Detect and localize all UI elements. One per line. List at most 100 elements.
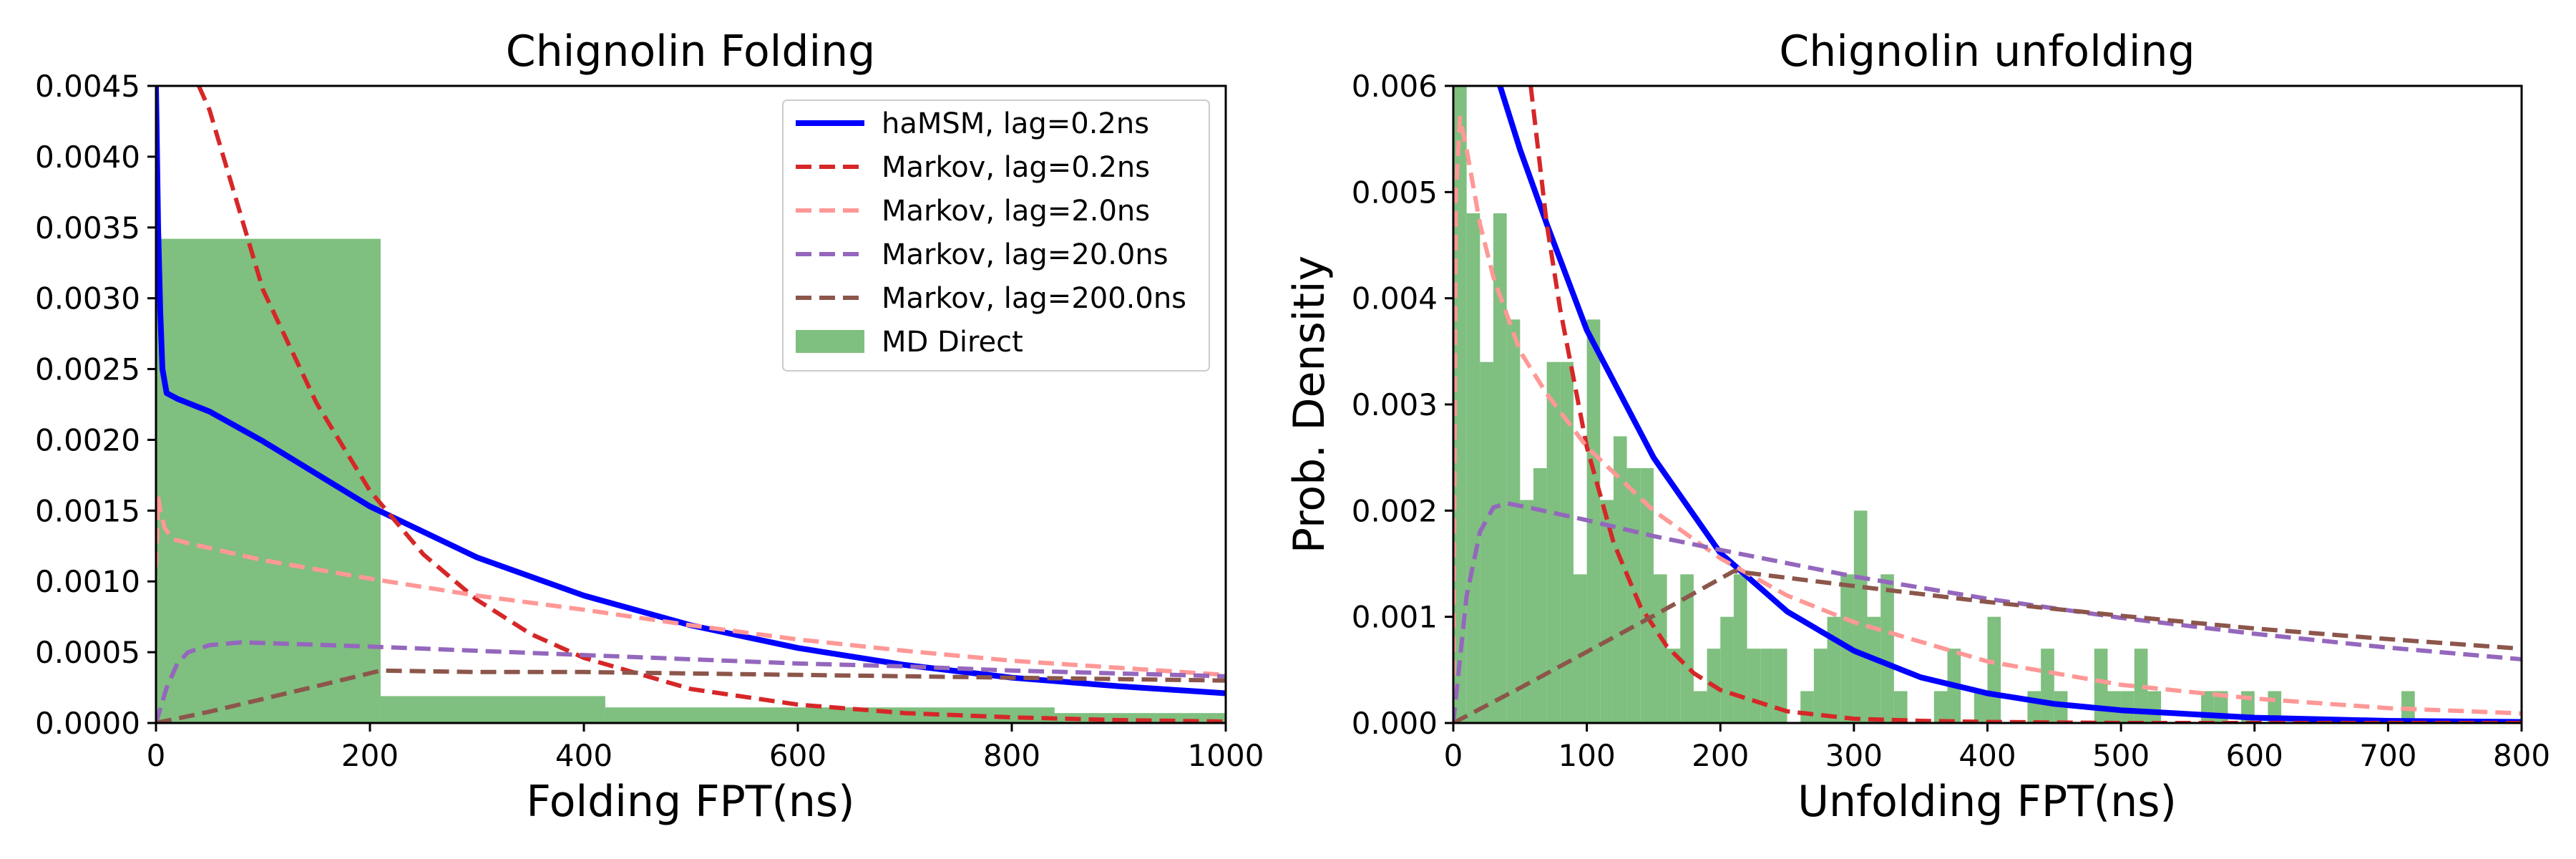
folding-title: Chignolin Folding — [506, 26, 875, 77]
histogram-bar — [1693, 691, 1707, 723]
y-tick-label: 0.0025 — [35, 352, 140, 387]
histogram-bar — [1466, 213, 1480, 723]
histogram-bar — [1800, 691, 1814, 723]
histogram-bar — [605, 707, 1055, 723]
folding-histogram — [156, 238, 1226, 723]
histogram-bar — [1667, 649, 1681, 723]
x-tick-label: 600 — [769, 738, 826, 773]
histogram-bar — [1546, 361, 1561, 723]
folding-x-ticks: 0 200 400 600 800 1000 — [147, 723, 1264, 773]
folding-y-ticks: 0.0000 0.0005 0.0010 0.0015 0.0020 0.0025 0.00… — [35, 69, 156, 741]
unfolding-histogram — [1453, 86, 2415, 723]
histogram-bar — [1880, 574, 1894, 723]
histogram-bar — [1813, 649, 1828, 723]
histogram-bar — [1867, 616, 1881, 723]
x-tick-label: 0 — [1444, 738, 1463, 773]
unfolding-x-axis-label: Unfolding FPT(ns) — [1797, 777, 2177, 827]
histogram-bar — [2121, 691, 2135, 723]
histogram-bar — [156, 238, 381, 723]
histogram-bar — [1720, 616, 1734, 723]
y-tick-label: 0.002 — [1352, 493, 1438, 528]
series-line-markov-lag-2-0ns — [156, 494, 1226, 677]
unfolding-y-ticks: 0.000 0.001 0.002 0.003 0.004 0.005 0.006 — [1352, 69, 1453, 741]
histogram-bar — [1640, 468, 1654, 723]
legend-label: Markov, lag=20.0ns — [882, 238, 1169, 271]
x-tick-label: 200 — [1692, 738, 1749, 773]
y-tick-label: 0.006 — [1352, 69, 1438, 104]
unfolding-y-axis-label: Prob. Densitiy — [1284, 256, 1335, 553]
histogram-bar — [1987, 616, 2001, 723]
series-line-hamsm-lag-0-2ns — [1497, 86, 2522, 723]
legend-label: MD Direct — [882, 326, 1023, 359]
x-tick-label: 0 — [147, 738, 166, 773]
folding-series-lines — [156, 86, 1226, 723]
y-tick-label: 0.004 — [1352, 281, 1438, 316]
histogram-bar — [2027, 691, 2041, 723]
x-tick-label: 600 — [2226, 738, 2283, 773]
histogram-bar — [2041, 649, 2054, 723]
histogram-bar — [1506, 319, 1521, 723]
unfolding-title: Chignolin unfolding — [1779, 26, 2195, 77]
legend-label: Markov, lag=2.0ns — [882, 195, 1150, 228]
unfolding-series-lines — [1453, 86, 2522, 723]
x-tick-label: 100 — [1558, 738, 1616, 773]
histogram-bar — [1933, 691, 1948, 723]
folding-panel: Chignolin Folding 0 200 400 600 800 1000 0.00… — [35, 26, 1264, 827]
histogram-bar — [2147, 691, 2162, 723]
histogram-bar — [1747, 649, 1761, 723]
histogram-bar — [1560, 361, 1574, 723]
unfolding-panel: Chignolin unfolding 0 100 200 300 400 500 600 7… — [1284, 26, 2550, 827]
series-line-markov-lag-20-0ns — [1453, 501, 2522, 723]
x-tick-label: 800 — [2493, 738, 2550, 773]
y-tick-label: 0.0020 — [35, 422, 140, 457]
histogram-bar — [1974, 691, 1988, 723]
histogram-bar — [2134, 649, 2148, 723]
histogram-bar — [1827, 616, 1841, 723]
legend-label: Markov, lag=200.0ns — [882, 282, 1186, 315]
histogram-bar — [1680, 574, 1694, 723]
histogram-bar — [1520, 500, 1533, 723]
x-tick-label: 800 — [983, 738, 1040, 773]
histogram-bar — [1893, 691, 1908, 723]
histogram-bar — [1586, 319, 1601, 723]
x-tick-label: 700 — [2359, 738, 2416, 773]
x-tick-label: 400 — [1958, 738, 2016, 773]
series-line-markov-lag-20-0ns — [156, 640, 1226, 723]
folding-axes-frame — [155, 84, 1227, 724]
series-line-markov-lag-200-0ns — [1453, 568, 2522, 723]
legend-swatch — [796, 330, 864, 353]
y-tick-label: 0.001 — [1352, 600, 1438, 635]
x-tick-label: 300 — [1825, 738, 1883, 773]
histogram-bar — [1853, 510, 1868, 723]
y-tick-label: 0.003 — [1352, 387, 1438, 422]
histogram-bar — [380, 696, 605, 723]
histogram-bar — [1653, 574, 1667, 723]
legend-frame — [782, 100, 1210, 372]
histogram-bar — [1493, 213, 1507, 723]
unfolding-x-ticks: 0 100 200 300 400 500 600 700 800 — [1444, 723, 2550, 773]
histogram-bar — [1573, 574, 1587, 723]
y-tick-label: 0.0030 — [35, 281, 140, 316]
histogram-bar — [1480, 361, 1493, 723]
y-tick-label: 0.0005 — [35, 635, 140, 670]
x-tick-label: 200 — [341, 738, 399, 773]
histogram-bar — [1773, 649, 1787, 723]
x-tick-label: 500 — [2092, 738, 2150, 773]
x-tick-label: 400 — [555, 738, 613, 773]
y-tick-label: 0.0035 — [35, 210, 140, 246]
histogram-bar — [1733, 574, 1747, 723]
series-line-markov-lag-200-0ns — [156, 668, 1226, 723]
legend-label: haMSM, lag=0.2ns — [882, 107, 1149, 140]
histogram-bar — [1533, 468, 1547, 723]
y-tick-label: 0.0010 — [35, 564, 140, 599]
folding-x-axis-label: Folding FPT(ns) — [526, 777, 854, 827]
histogram-bar — [1600, 500, 1614, 723]
x-tick-label: 1000 — [1188, 738, 1264, 773]
legend-label: Markov, lag=0.2ns — [882, 151, 1150, 184]
y-tick-label: 0.0000 — [35, 706, 140, 741]
histogram-bar — [1760, 649, 1774, 723]
y-tick-label: 0.0045 — [35, 69, 140, 104]
series-line-markov-lag-0-2ns — [1528, 86, 2522, 723]
series-line-markov-lag-0-2ns — [197, 86, 1226, 723]
